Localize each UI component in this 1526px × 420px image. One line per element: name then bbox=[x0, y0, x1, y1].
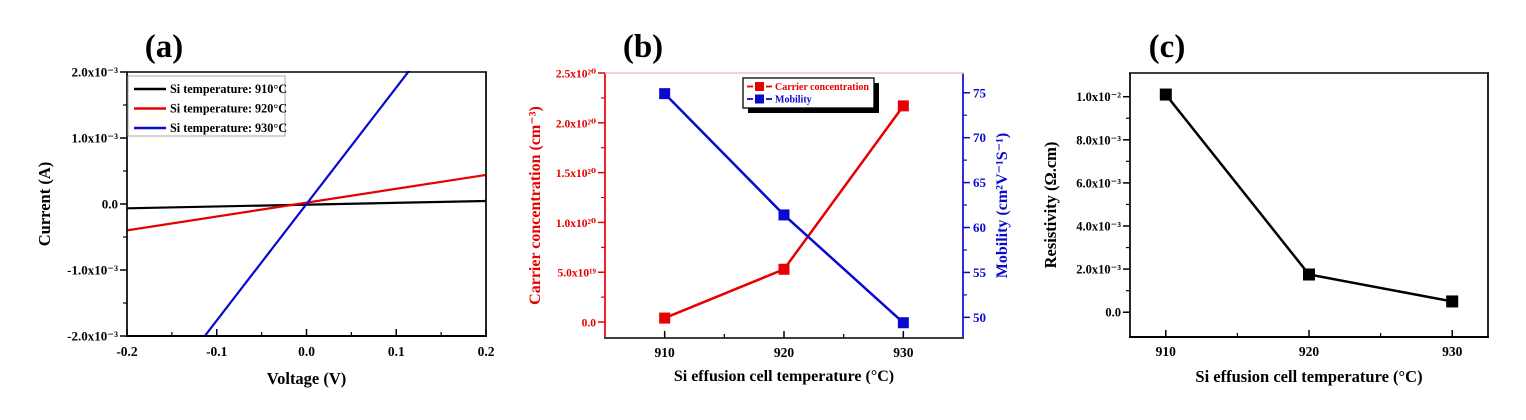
chart-b-carrier-mobility: 2.5x10²⁰ 2.0x10²⁰ 1.5x10²⁰ 1.0x10²⁰ 5.0x10¹⁹… bbox=[527, 69, 1011, 386]
c-marker-resistivity bbox=[1303, 268, 1315, 281]
b-bottom-axis: 910 920 930 bbox=[655, 331, 914, 360]
b-ytick-right-label: 65 bbox=[973, 175, 987, 190]
c-xlabel: Si effusion cell temperature (°C) bbox=[1195, 367, 1422, 386]
a-xtick-label: 0.0 bbox=[298, 344, 315, 359]
c-series-group bbox=[1159, 88, 1459, 308]
a-xtick-label: 0.1 bbox=[388, 344, 405, 359]
a-series-group bbox=[126, 71, 487, 337]
c-ylabel: Resistivity (Ω.cm) bbox=[1041, 142, 1060, 269]
c-ytick-label: 6.0x10⁻³ bbox=[1076, 176, 1121, 190]
c-xtick-label: 910 bbox=[1156, 344, 1177, 359]
b-ytick-right-label: 75 bbox=[973, 85, 987, 100]
b-xtick-label: 910 bbox=[655, 345, 676, 360]
a-xtick-label: -0.2 bbox=[116, 344, 138, 359]
c-bottom-axis: 910 920 930 bbox=[1156, 330, 1463, 359]
b-plot-area bbox=[605, 73, 963, 338]
c-ytick-label: 2.0x10⁻³ bbox=[1076, 263, 1121, 277]
b-ytick-right-label: 70 bbox=[973, 130, 986, 145]
panel-label-c: (c) bbox=[1148, 29, 1186, 65]
b-ytick-label: 0.0 bbox=[582, 318, 597, 330]
b-legend-marker-mobility bbox=[755, 94, 764, 104]
a-line-si-temperature-930-c bbox=[202, 71, 411, 337]
a-ytick-label: -2.0x10⁻³ bbox=[67, 329, 118, 344]
b-legend-label: Mobility bbox=[775, 95, 812, 106]
b-ytick-label: 1.5x10²⁰ bbox=[556, 168, 596, 180]
panel-label-b: (b) bbox=[622, 29, 664, 65]
a-xtick-label: -0.1 bbox=[206, 344, 228, 359]
c-xtick-label: 930 bbox=[1442, 344, 1463, 359]
c-left-axis: 1.0x10⁻² 8.0x10⁻³ 6.0x10⁻³ 4.0x10⁻³ 2.0x10⁻³… bbox=[1076, 90, 1130, 320]
b-marker-carrier-concentration bbox=[897, 100, 909, 112]
a-ytick-label: 1.0x10⁻³ bbox=[71, 131, 118, 146]
b-marker-carrier-concentration bbox=[659, 312, 671, 324]
a-xtick-label: 0.2 bbox=[478, 344, 495, 359]
panel-label-a: (a) bbox=[144, 29, 184, 65]
b-legend: Carrier concentration Mobility bbox=[742, 77, 879, 113]
b-legend-marker-carrier-concentration bbox=[755, 82, 764, 91]
b-xtick-label: 930 bbox=[893, 345, 914, 360]
a-bottom-axis: -0.2 -0.1 0.0 0.1 0.2 bbox=[116, 329, 495, 359]
chart-c-resistivity: 1.0x10⁻² 8.0x10⁻³ 6.0x10⁻³ 4.0x10⁻³ 2.0x10⁻³… bbox=[1041, 72, 1489, 386]
b-marker-mobility bbox=[778, 209, 790, 221]
a-legend: Si temperature: 910°C Si temperature: 920… bbox=[127, 75, 287, 137]
b-ytick-label: 1.0x10²⁰ bbox=[556, 218, 596, 230]
c-marker-resistivity bbox=[1159, 88, 1172, 101]
b-marker-mobility bbox=[897, 317, 909, 329]
b-left-axis: 2.5x10²⁰ 2.0x10²⁰ 1.5x10²⁰ 1.0x10²⁰ 5.0x10¹⁹… bbox=[556, 69, 605, 330]
c-xtick-label: 920 bbox=[1299, 344, 1320, 359]
b-ytick-label: 2.0x10²⁰ bbox=[556, 118, 596, 130]
c-ytick-label: 0.0 bbox=[1105, 306, 1121, 320]
c-ytick-label: 8.0x10⁻³ bbox=[1076, 133, 1121, 147]
c-marker-resistivity bbox=[1446, 295, 1459, 308]
b-ylabel: Carrier concentration (cm⁻³) bbox=[527, 106, 544, 305]
c-plot-area bbox=[1130, 73, 1488, 337]
a-ytick-label: 0.0 bbox=[102, 197, 118, 212]
b-marker-mobility bbox=[659, 88, 671, 100]
b-marker-carrier-concentration bbox=[778, 263, 790, 275]
a-ylabel: Current (A) bbox=[35, 162, 54, 246]
chart-a-iv-curves: 2.0x10⁻³1.0x10⁻³0.0-1.0x10⁻³-2.0x10⁻³-0.… bbox=[35, 65, 495, 389]
b-ytick-right-label: 60 bbox=[973, 220, 986, 235]
a-ytick-label: 2.0x10⁻³ bbox=[71, 65, 118, 80]
b-xlabel: Si effusion cell temperature (°C) bbox=[674, 368, 894, 385]
b-ylabel-right: Mobility (cm²V⁻¹S⁻¹) bbox=[994, 133, 1011, 278]
a-left-axis: 2.0x10⁻³ 1.0x10⁻³ 0.0 -1.0x10⁻³ -2.0x10⁻³ bbox=[67, 65, 127, 344]
a-ytick-label: -1.0x10⁻³ bbox=[67, 263, 118, 278]
b-series-group bbox=[659, 88, 909, 329]
b-legend-label: Carrier concentration bbox=[775, 82, 869, 93]
c-ytick-label: 4.0x10⁻³ bbox=[1076, 220, 1121, 234]
a-legend-label: Si temperature: 910°C bbox=[170, 82, 287, 96]
a-legend-label: Si temperature: 920°C bbox=[170, 102, 287, 116]
b-right-axis: 75 70 65 60 55 50 bbox=[963, 85, 987, 325]
b-xtick-label: 920 bbox=[774, 345, 795, 360]
b-ytick-label: 5.0x10¹⁹ bbox=[557, 268, 596, 280]
b-ytick-right-label: 55 bbox=[973, 265, 987, 280]
a-xlabel: Voltage (V) bbox=[267, 369, 347, 388]
a-legend-label: Si temperature: 930°C bbox=[170, 121, 287, 135]
c-ytick-label: 1.0x10⁻² bbox=[1076, 90, 1121, 104]
b-ytick-label: 2.5x10²⁰ bbox=[556, 69, 596, 81]
b-ytick-right-label: 50 bbox=[973, 310, 986, 325]
